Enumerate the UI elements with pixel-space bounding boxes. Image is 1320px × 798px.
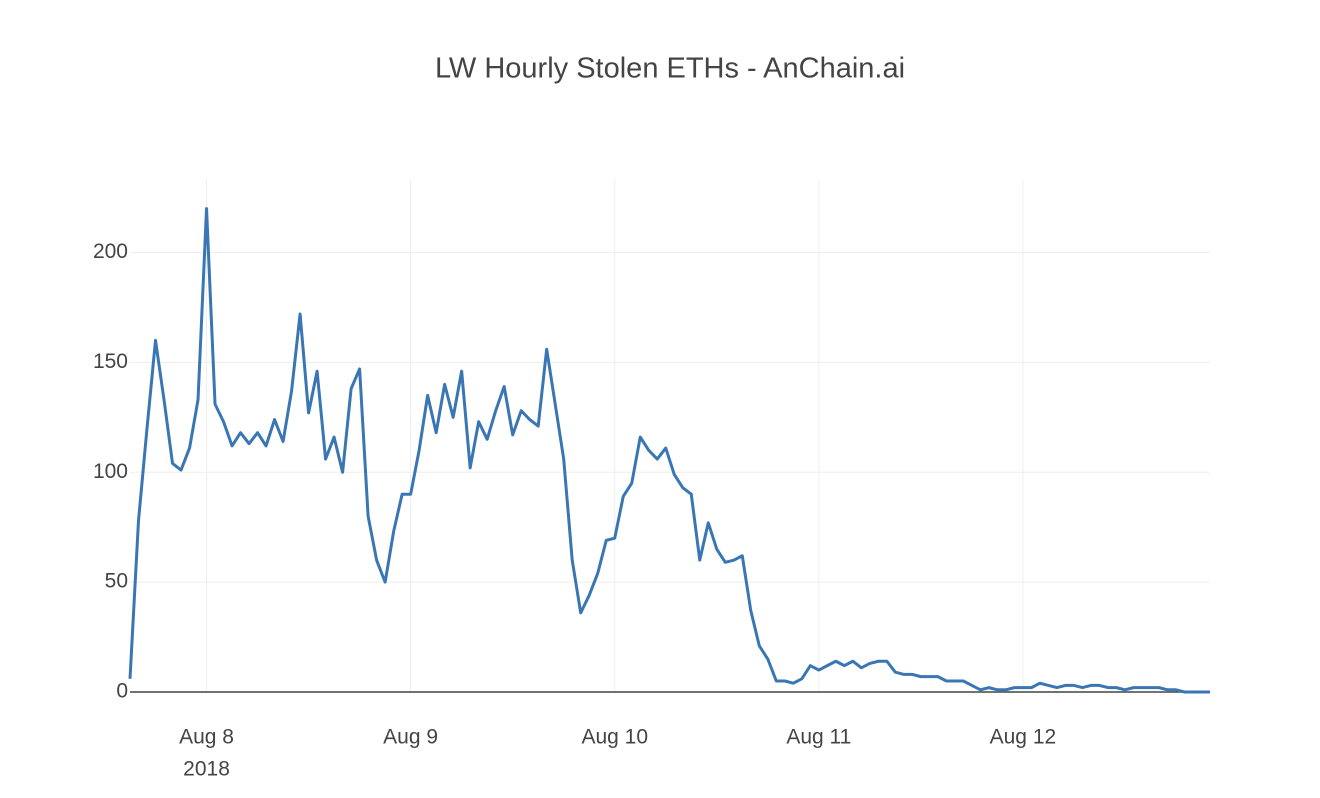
x-year-label: 2018 bbox=[183, 758, 230, 781]
y-tick-label: 100 bbox=[93, 460, 128, 483]
x-tick-label: Aug 8 bbox=[179, 726, 234, 749]
chart-title: LW Hourly Stolen ETHs - AnChain.ai bbox=[435, 53, 905, 85]
x-tick-label: Aug 12 bbox=[990, 726, 1057, 749]
y-tick-label: 0 bbox=[116, 680, 128, 703]
y-tick-label: 150 bbox=[93, 350, 128, 373]
x-tick-label: Aug 11 bbox=[786, 726, 851, 749]
data-line bbox=[128, 207, 1210, 694]
x-tick-label: Aug 9 bbox=[383, 726, 438, 749]
y-tick-label: 200 bbox=[93, 240, 128, 263]
x-tick-label: Aug 10 bbox=[581, 726, 648, 749]
y-tick-label: 50 bbox=[105, 570, 128, 593]
